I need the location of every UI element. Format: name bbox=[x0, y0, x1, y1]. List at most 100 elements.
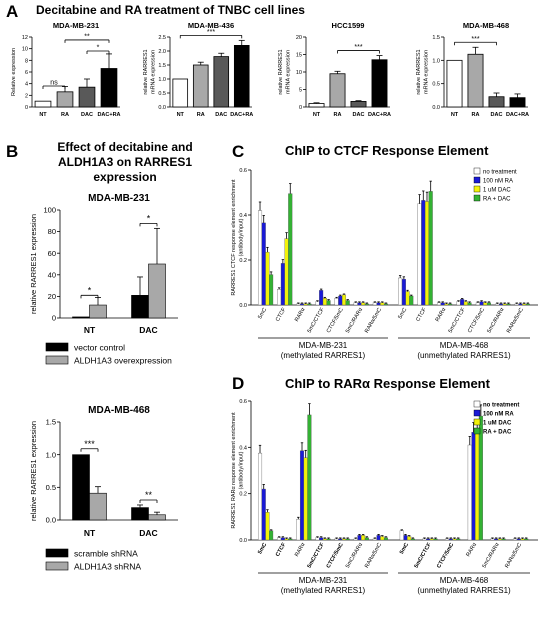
c-bar bbox=[409, 295, 414, 306]
d-bar bbox=[269, 530, 274, 541]
c-bar bbox=[440, 302, 445, 306]
a3-title: HCC1599 bbox=[332, 21, 365, 30]
b2-ytick-label: 0.0 bbox=[46, 516, 56, 525]
b2-ytick-label: 1.0 bbox=[46, 450, 56, 459]
c-bar bbox=[506, 303, 511, 306]
d-bar bbox=[410, 538, 415, 541]
d-bar bbox=[326, 538, 331, 541]
d-bar bbox=[341, 538, 347, 541]
panel-b-title-line3: expression bbox=[93, 170, 156, 184]
c-bar bbox=[338, 295, 343, 306]
c-bar bbox=[376, 302, 381, 306]
c-xtick-label: 5mC/CTCF bbox=[448, 306, 467, 334]
b1-legend-swatch bbox=[45, 342, 69, 352]
panel-b-letter: B bbox=[6, 142, 18, 161]
panel-c-letter: C bbox=[232, 142, 244, 161]
d-group-label: MDA-MB-231 bbox=[299, 576, 348, 585]
d-legend-label: 100 nM RA bbox=[483, 412, 514, 418]
a1-title: MDA-MB-231 bbox=[53, 21, 99, 30]
c-bar bbox=[326, 300, 331, 306]
panel-b-title-line2: ALDH1A3 on RARRES1 bbox=[58, 155, 192, 169]
d-bar bbox=[475, 430, 480, 541]
b1-legend-label: ALDH1A3 overexpression bbox=[74, 356, 172, 366]
c-bar bbox=[322, 298, 327, 306]
c-bar bbox=[372, 302, 377, 306]
a4-xtick-label: RA bbox=[472, 112, 480, 118]
d-group-label: MDA-MB-468 bbox=[440, 576, 489, 585]
panel-b-title-line1: Effect of decitabine and bbox=[57, 140, 192, 154]
c-bar bbox=[288, 193, 293, 306]
c-bar bbox=[257, 210, 263, 306]
c-legend-swatch bbox=[473, 176, 481, 184]
c-group-label: MDA-MB-231 bbox=[299, 341, 348, 350]
a1-ytick-label: 10 bbox=[22, 47, 28, 53]
c-bar bbox=[514, 303, 519, 306]
b1-bar-nt-1 bbox=[89, 304, 107, 319]
c-xtick-label: 5mC/RARα bbox=[345, 306, 365, 334]
d-bar bbox=[501, 538, 506, 541]
c-legend-label: RA + DAC bbox=[483, 197, 511, 203]
a1-xtick-label: DAC+RA bbox=[97, 112, 120, 118]
a1-ylabel: Relative expression bbox=[11, 48, 17, 96]
a4-bar-ra bbox=[467, 53, 484, 108]
a3-bar-dacra bbox=[371, 59, 388, 108]
c-group-label: MDA-MB-468 bbox=[440, 341, 489, 350]
a3-ytick-label: 20 bbox=[296, 35, 302, 41]
a3-ytick-label: 15 bbox=[296, 52, 302, 58]
d-bar bbox=[288, 538, 293, 541]
c-bar bbox=[475, 302, 480, 306]
panel-d-title: ChIP to RARα Response Element bbox=[285, 376, 491, 391]
a1-ytick-label: 6 bbox=[25, 70, 28, 76]
c-bar bbox=[341, 294, 347, 306]
c-xtick-label: CTCF/5mC bbox=[326, 307, 345, 334]
a1-xtick-label: RA bbox=[61, 112, 69, 118]
d-bar bbox=[296, 518, 301, 541]
d-bar bbox=[322, 538, 327, 541]
c-bar bbox=[456, 301, 461, 306]
c-bar bbox=[296, 303, 301, 306]
c-bar bbox=[307, 303, 312, 306]
d-legend-swatch bbox=[473, 427, 481, 435]
c-bar bbox=[417, 203, 422, 306]
a1-ytick-label: 12 bbox=[22, 35, 28, 41]
a2-ytick-label: 2.5 bbox=[158, 35, 166, 41]
c-bar bbox=[525, 303, 530, 306]
c-xtick-label: RARα bbox=[294, 306, 307, 323]
d-ylabel: RARRES1 RARα response element enrichment bbox=[231, 412, 237, 529]
c-bar bbox=[380, 302, 385, 306]
d-bar bbox=[456, 538, 461, 541]
c-bar bbox=[460, 299, 465, 306]
c-group-sublabel: (unmethylated RARRES1) bbox=[417, 351, 511, 360]
a3-xtick-label: DAC+RA bbox=[368, 112, 391, 118]
c-bar bbox=[448, 303, 453, 306]
d-bar bbox=[467, 444, 472, 541]
c-bar bbox=[467, 302, 472, 306]
a1-bar-dac bbox=[78, 86, 96, 108]
d-bar bbox=[265, 512, 270, 541]
c-group-sublabel: (methylated RARRES1) bbox=[281, 351, 366, 360]
a3-sig-label: *** bbox=[354, 44, 362, 51]
c-bar bbox=[428, 191, 433, 306]
a3-ylabel: relative RARRES1 bbox=[278, 49, 284, 94]
b2-legend-label: ALDH1A3 shRNA bbox=[74, 562, 141, 572]
c-ylabel: (antibody/input) bbox=[239, 218, 245, 256]
b1-sig-label: * bbox=[147, 213, 151, 223]
d-bar bbox=[315, 537, 320, 541]
d-bar bbox=[257, 452, 263, 541]
a4-ytick-label: 1.5 bbox=[432, 35, 440, 41]
d-ytick-label: 0.6 bbox=[239, 399, 247, 405]
d-bar bbox=[403, 535, 408, 541]
c-bar bbox=[518, 303, 523, 306]
c-ytick-label: 0.2 bbox=[239, 258, 247, 264]
a1-ytick-label: 0 bbox=[25, 105, 28, 111]
d-xtick-label: 5mC/CTCF bbox=[306, 541, 326, 569]
b2-ylabel: relative RARRES1 expression bbox=[29, 421, 38, 521]
d-xtick-label: RARα/5mC bbox=[364, 542, 383, 569]
d-bar bbox=[361, 535, 366, 541]
c-legend-label: no treatment bbox=[483, 170, 517, 176]
c-xtick-label: CTCF bbox=[275, 306, 288, 322]
a2-ytick-label: 2.0 bbox=[158, 49, 166, 55]
b2-legend-swatch bbox=[45, 561, 69, 571]
b1-ytick-label: 40 bbox=[48, 270, 56, 279]
d-bar bbox=[261, 488, 266, 541]
